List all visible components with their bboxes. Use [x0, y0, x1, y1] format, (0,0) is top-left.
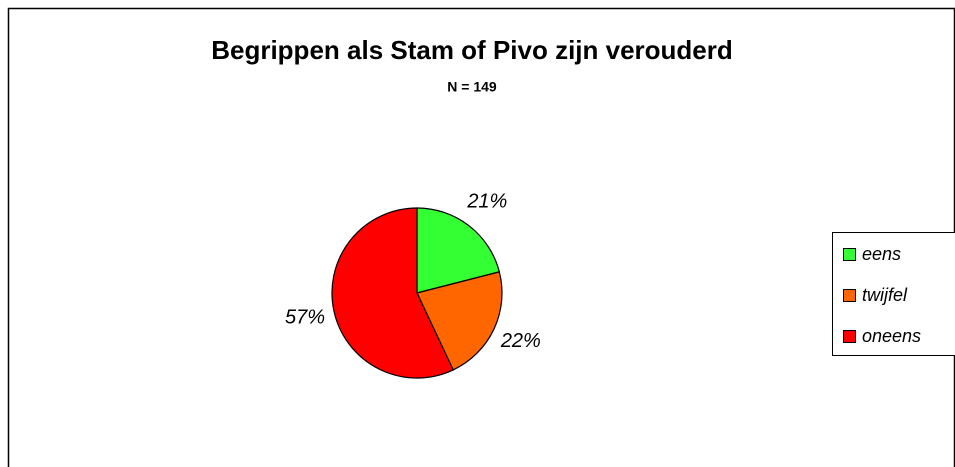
data-label: 21% — [466, 191, 507, 213]
legend-swatch — [843, 289, 856, 302]
legend-swatch — [843, 248, 856, 261]
legend-label: oneens — [862, 326, 921, 346]
pie-slice — [416, 271, 503, 371]
legend-label: twijfel — [862, 285, 908, 305]
data-label: 57% — [285, 306, 325, 328]
chart-subtitle: N = 149 — [447, 79, 497, 95]
legend-label: eens — [862, 244, 901, 264]
data-label: 22% — [500, 330, 541, 352]
pie-slice — [331, 207, 454, 379]
pie-slice — [416, 207, 501, 294]
chart-title: Begrippen als Stam of Pivo zijn verouder… — [211, 35, 733, 65]
legend-swatch — [843, 330, 856, 343]
